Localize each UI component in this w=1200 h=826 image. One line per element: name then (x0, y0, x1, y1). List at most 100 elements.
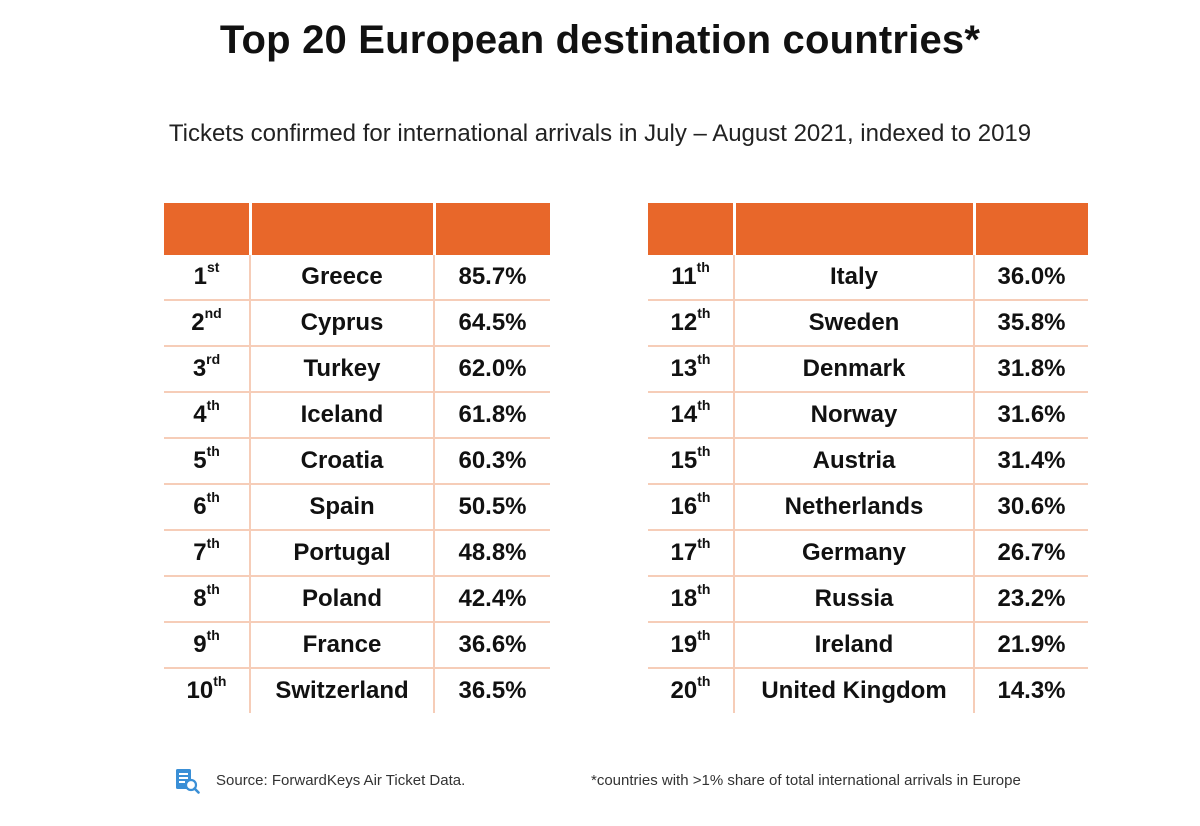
country-cell: Ireland (733, 622, 974, 669)
country-cell: Poland (249, 576, 434, 623)
header-rank-cell (164, 203, 250, 255)
table-row: 14th Norway 31.6% (648, 392, 1088, 439)
rank-number: 12 (670, 309, 698, 336)
rank-suffix: rd (206, 351, 221, 367)
value-cell: 31.4% (973, 438, 1088, 485)
value-cell: 36.5% (433, 668, 550, 713)
rank-suffix: th (206, 443, 220, 459)
country-cell: Spain (249, 484, 434, 531)
rank-suffix: th (206, 489, 220, 505)
ranking-table-left: 1st Greece 85.7% 2nd Cyprus 64.5% 3rd Turkey 62.… (164, 203, 550, 713)
table-row: 6th Spain 50.5% (164, 484, 550, 531)
rank-number: 8 (193, 585, 207, 612)
rank-number: 13 (670, 355, 698, 382)
table-row: 5th Croatia 60.3% (164, 438, 550, 485)
country-cell: Austria (733, 438, 974, 485)
value-cell: 85.7% (433, 255, 550, 301)
header-value-cell (972, 203, 1088, 255)
table-row: 11th Italy 36.0% (648, 255, 1088, 301)
footnote: *countries with >1% share of total inter… (591, 772, 1021, 789)
document-search-icon (176, 769, 200, 794)
value-cell: 61.8% (433, 392, 550, 439)
rank-suffix: th (697, 673, 711, 689)
country-cell: Norway (733, 392, 974, 439)
rank-number: 17 (670, 539, 698, 566)
rank-suffix: th (697, 627, 711, 643)
rank-number: 18 (670, 585, 698, 612)
value-cell: 36.0% (973, 255, 1088, 301)
country-cell: United Kingdom (733, 668, 974, 713)
country-cell: Portugal (249, 530, 434, 577)
ranking-table-right: 11th Italy 36.0% 12th Sweden 35.8% 13th Denmark… (648, 203, 1088, 713)
country-cell: Croatia (249, 438, 434, 485)
rank-number: 15 (670, 447, 698, 474)
value-cell: 31.6% (973, 392, 1088, 439)
rank-suffix: th (697, 305, 711, 321)
rank-number: 3 (192, 355, 207, 382)
table-row: 8th Poland 42.4% (164, 576, 550, 623)
table-row: 19th Ireland 21.9% (648, 622, 1088, 669)
value-cell: 64.5% (433, 300, 550, 347)
table-row: 4th Iceland 61.8% (164, 392, 550, 439)
rank-cell: 1st (164, 255, 250, 301)
country-cell: Denmark (733, 346, 974, 393)
country-cell: Turkey (249, 346, 434, 393)
table-row: 1st Greece 85.7% (164, 255, 550, 301)
rank-cell: 14th (648, 392, 734, 439)
rank-cell: 19th (648, 622, 734, 669)
rank-cell: 11th (648, 255, 734, 301)
rank-number: 6 (193, 493, 207, 520)
country-cell: Switzerland (249, 668, 434, 713)
value-cell: 30.6% (973, 484, 1088, 531)
header-country-cell (248, 203, 434, 255)
country-cell: Sweden (733, 300, 974, 347)
header-rank-cell (648, 203, 734, 255)
value-cell: 48.8% (433, 530, 550, 577)
value-cell: 31.8% (973, 346, 1088, 393)
rank-suffix: th (697, 397, 711, 413)
table-row: 15th Austria 31.4% (648, 438, 1088, 485)
table-header-row (648, 203, 1088, 255)
rank-suffix: th (213, 673, 227, 689)
chart-title: Top 20 European destination countries* (219, 18, 981, 62)
table-row: 10th Switzerland 36.5% (164, 668, 550, 713)
table-row: 16th Netherlands 30.6% (648, 484, 1088, 531)
table-row: 9th France 36.6% (164, 622, 550, 669)
rank-number: 11 (671, 263, 697, 290)
country-cell: Iceland (249, 392, 434, 439)
rank-number: 1 (193, 263, 207, 290)
rank-cell: 2nd (164, 300, 250, 347)
rank-cell: 4th (164, 392, 250, 439)
rank-suffix: st (206, 259, 220, 275)
rank-suffix: th (206, 535, 220, 551)
rank-cell: 10th (164, 668, 250, 713)
rank-cell: 15th (648, 438, 734, 485)
rank-cell: 8th (164, 576, 250, 623)
rank-cell: 5th (164, 438, 250, 485)
rank-suffix: th (697, 443, 711, 459)
rank-cell: 7th (164, 530, 250, 577)
rank-number: 20 (670, 677, 698, 704)
rank-suffix: th (206, 627, 220, 643)
rank-cell: 17th (648, 530, 734, 577)
rank-number: 10 (186, 677, 214, 704)
value-cell: 26.7% (973, 530, 1088, 577)
rank-number: 4 (193, 401, 207, 428)
rank-number: 7 (193, 539, 207, 566)
table-row: 20th United Kingdom 14.3% (648, 668, 1088, 713)
rank-cell: 12th (648, 300, 734, 347)
rank-number: 9 (193, 631, 207, 658)
rank-suffix: th (697, 581, 711, 597)
rank-suffix: nd (204, 305, 222, 321)
value-cell: 23.2% (973, 576, 1088, 623)
rank-suffix: th (697, 351, 711, 367)
rank-suffix: th (696, 259, 710, 275)
rank-number: 19 (670, 631, 698, 658)
table-row: 17th Germany 26.7% (648, 530, 1088, 577)
rank-number: 16 (670, 493, 698, 520)
rank-cell: 13th (648, 346, 734, 393)
value-cell: 42.4% (433, 576, 550, 623)
value-cell: 36.6% (433, 622, 550, 669)
rank-cell: 18th (648, 576, 734, 623)
header-country-cell (732, 203, 974, 255)
